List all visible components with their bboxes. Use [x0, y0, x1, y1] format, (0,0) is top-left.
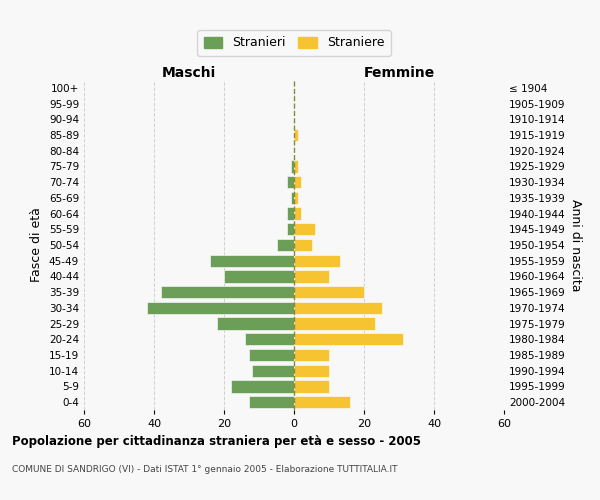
Legend: Stranieri, Straniere: Stranieri, Straniere: [197, 30, 391, 56]
Bar: [294, 208, 301, 220]
Bar: [287, 208, 294, 220]
Bar: [277, 239, 294, 251]
Bar: [287, 176, 294, 188]
Bar: [294, 286, 364, 298]
Y-axis label: Fasce di età: Fasce di età: [31, 208, 43, 282]
Bar: [210, 254, 294, 267]
Bar: [294, 349, 329, 361]
Bar: [217, 318, 294, 330]
Bar: [294, 380, 329, 392]
Bar: [294, 254, 340, 267]
Bar: [224, 270, 294, 282]
Bar: [290, 160, 294, 172]
Bar: [294, 396, 350, 408]
Y-axis label: Anni di nascita: Anni di nascita: [569, 198, 582, 291]
Text: Popolazione per cittadinanza straniera per età e sesso - 2005: Popolazione per cittadinanza straniera p…: [12, 435, 421, 448]
Bar: [294, 176, 301, 188]
Bar: [294, 239, 311, 251]
Bar: [294, 364, 329, 377]
Bar: [294, 129, 298, 141]
Text: Maschi: Maschi: [162, 66, 216, 80]
Bar: [294, 223, 315, 235]
Bar: [294, 333, 403, 345]
Bar: [252, 364, 294, 377]
Bar: [294, 270, 329, 282]
Bar: [231, 380, 294, 392]
Bar: [294, 318, 374, 330]
Bar: [245, 333, 294, 345]
Bar: [248, 349, 294, 361]
Bar: [161, 286, 294, 298]
Bar: [248, 396, 294, 408]
Text: Femmine: Femmine: [364, 66, 434, 80]
Bar: [294, 160, 298, 172]
Text: COMUNE DI SANDRIGO (VI) - Dati ISTAT 1° gennaio 2005 - Elaborazione TUTTITALIA.I: COMUNE DI SANDRIGO (VI) - Dati ISTAT 1° …: [12, 465, 398, 474]
Bar: [294, 302, 382, 314]
Bar: [294, 192, 298, 204]
Bar: [290, 192, 294, 204]
Bar: [147, 302, 294, 314]
Bar: [287, 223, 294, 235]
